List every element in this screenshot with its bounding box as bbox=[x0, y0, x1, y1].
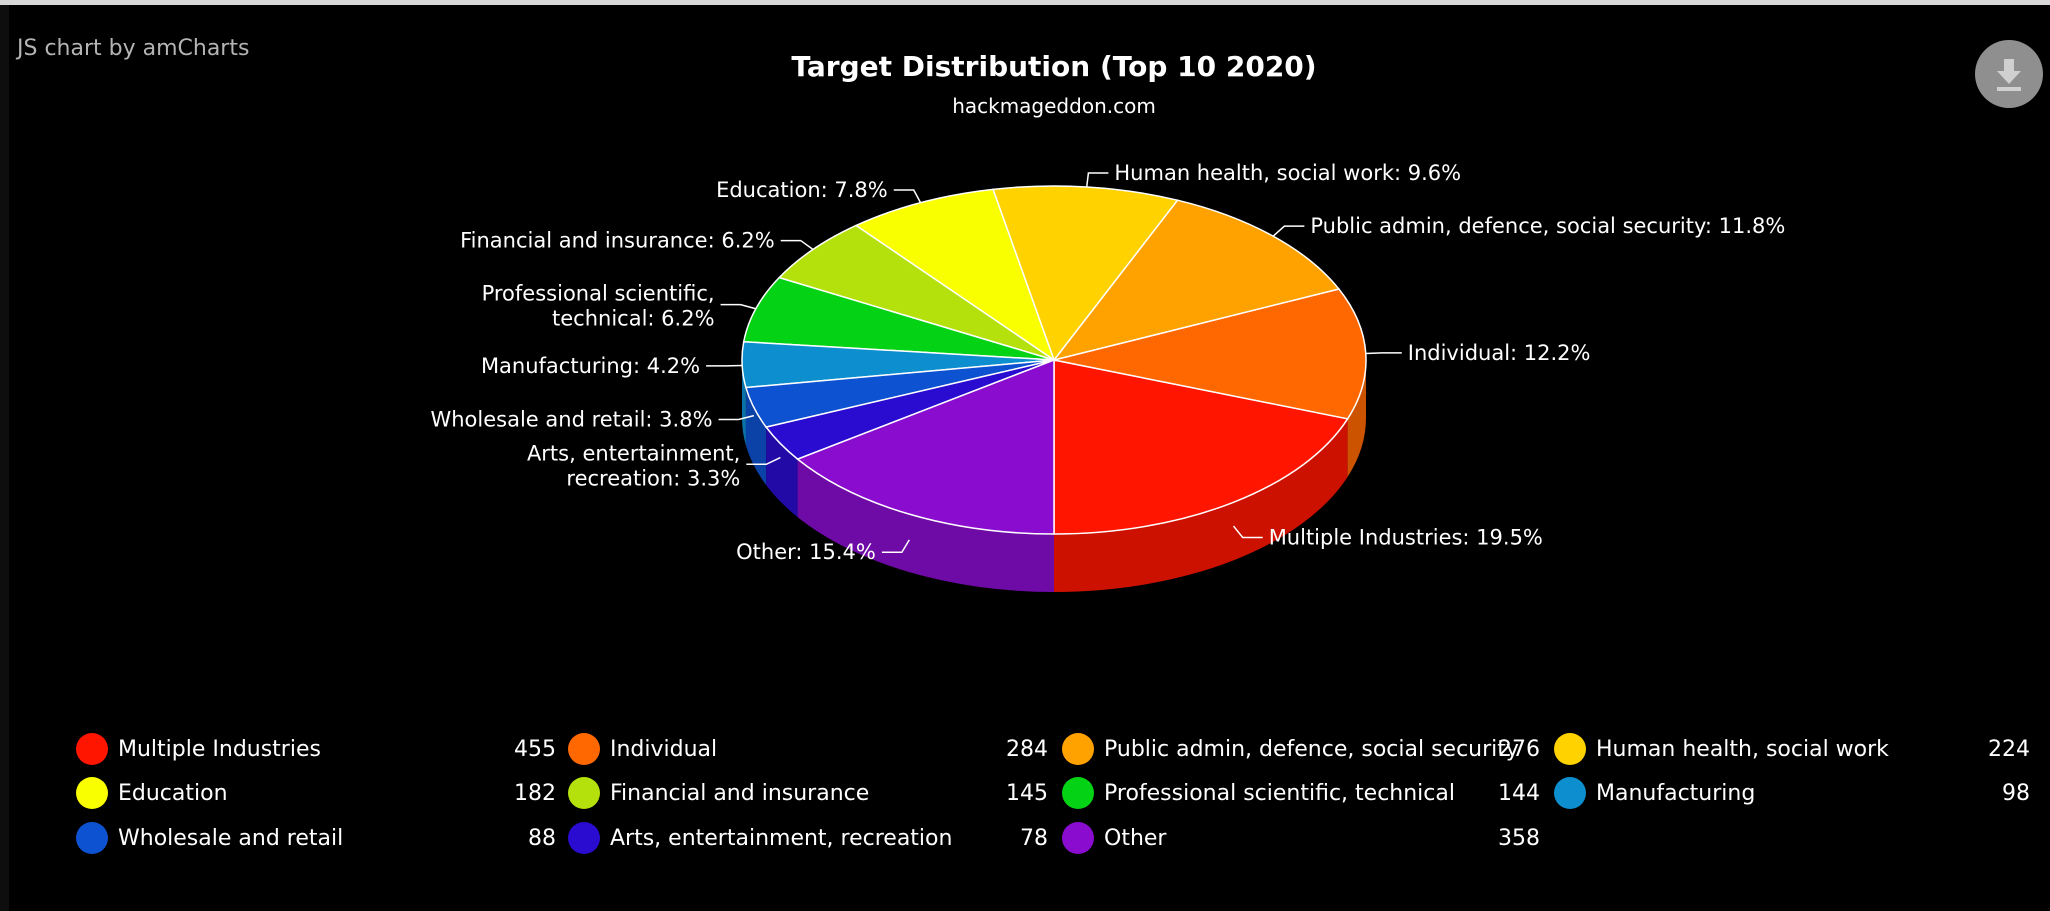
pie-side-7 bbox=[742, 360, 746, 446]
legend-label-3: Human health, social work bbox=[1596, 737, 1889, 762]
legend-item-5[interactable]: Financial and insurance 145 bbox=[568, 777, 1048, 809]
legend-value-4: 182 bbox=[514, 781, 556, 806]
legend-value-8: 88 bbox=[528, 826, 556, 851]
pie-slice-6[interactable] bbox=[742, 276, 1055, 361]
left-frame bbox=[0, 5, 9, 911]
pie-label-line-9 bbox=[746, 456, 781, 466]
legend-swatch-6 bbox=[1062, 777, 1094, 809]
legend-value-7: 98 bbox=[2002, 781, 2030, 806]
pie-slice-10[interactable] bbox=[796, 358, 1055, 535]
legend-value-2: 276 bbox=[1498, 737, 1540, 762]
pie-label-6-line1: Professional scientific, bbox=[482, 282, 715, 306]
pie-label-10: Other: 15.4% bbox=[736, 540, 876, 564]
pie-label-line-10 bbox=[881, 539, 910, 553]
legend-item-0[interactable]: Multiple Industries 455 bbox=[76, 733, 556, 765]
legend-item-8[interactable]: Wholesale and retail 88 bbox=[76, 822, 556, 854]
legend-swatch-9 bbox=[568, 822, 600, 854]
pie-label-6-line2: technical: 6.2% bbox=[552, 307, 715, 331]
pie-side-9 bbox=[766, 427, 798, 518]
pie-label-9-line2: recreation: 3.3% bbox=[566, 466, 740, 490]
legend-label-4: Education bbox=[118, 781, 228, 806]
pie-label-0: Multiple Industries: 19.5% bbox=[1269, 525, 1543, 549]
legend-label-5: Financial and insurance bbox=[610, 781, 870, 806]
pie-depth-group bbox=[742, 360, 1366, 592]
pie-side-0 bbox=[1054, 418, 1348, 592]
legend-swatch-5 bbox=[568, 777, 600, 809]
legend-value-1: 284 bbox=[1006, 737, 1048, 762]
pie-label-5: Financial and insurance: 6.2% bbox=[460, 229, 775, 253]
pie-label-9-line1: Arts, entertainment, bbox=[527, 441, 740, 465]
pie-side-8 bbox=[745, 387, 767, 486]
amcharts-credit[interactable]: JS chart by amCharts bbox=[17, 36, 250, 61]
legend-label-0: Multiple Industries bbox=[118, 737, 321, 762]
pie-label-line-0 bbox=[1232, 525, 1263, 539]
legend-swatch-10 bbox=[1062, 822, 1094, 854]
legend-value-10: 358 bbox=[1498, 826, 1540, 851]
legend-label-9: Arts, entertainment, recreation bbox=[610, 826, 953, 851]
pie-labels-group: Multiple Industries: 19.5% Individual: 12… bbox=[430, 161, 1785, 564]
legend-item-10[interactable]: Other 358 bbox=[1062, 822, 1540, 854]
pie-slices-group bbox=[741, 185, 1367, 535]
legend-swatch-8 bbox=[76, 822, 108, 854]
legend-item-6[interactable]: Professional scientific, technical 144 bbox=[1062, 777, 1540, 809]
legend-label-6: Professional scientific, technical bbox=[1104, 781, 1455, 806]
legend-swatch-7 bbox=[1554, 777, 1586, 809]
chart-subtitle: hackmageddon.com bbox=[952, 94, 1156, 118]
legend-label-10: Other bbox=[1104, 826, 1167, 851]
download-icon bbox=[1997, 59, 2021, 91]
legend-value-6: 144 bbox=[1498, 781, 1540, 806]
pie-label-line-2 bbox=[1272, 225, 1305, 237]
legend-swatch-4 bbox=[76, 777, 108, 809]
pie-label-line-1 bbox=[1365, 352, 1402, 355]
legend-swatch-2 bbox=[1062, 733, 1094, 765]
pie-slice-4[interactable] bbox=[854, 188, 1056, 362]
pie-label-8: Wholesale and retail: 3.8% bbox=[430, 407, 712, 431]
legend-item-4[interactable]: Education 182 bbox=[76, 777, 556, 809]
legend-value-0: 455 bbox=[514, 737, 556, 762]
pie-label-line-3 bbox=[1085, 172, 1109, 188]
legend-label-8: Wholesale and retail bbox=[118, 826, 344, 851]
pie-label-2: Public admin, defence, social security: … bbox=[1310, 214, 1785, 238]
legend-item-1[interactable]: Individual 284 bbox=[568, 733, 1048, 765]
pie-side-1 bbox=[1347, 360, 1366, 477]
legend-item-2[interactable]: Public admin, defence, social security 27… bbox=[1062, 733, 1540, 765]
chart-title: Target Distribution (Top 10 2020) bbox=[791, 50, 1317, 83]
pie-slice-0[interactable] bbox=[1053, 359, 1349, 535]
legend-swatch-1 bbox=[568, 733, 600, 765]
legend-swatch-0 bbox=[76, 733, 108, 765]
pie-label-line-5 bbox=[780, 239, 814, 251]
pie-label-4: Education: 7.8% bbox=[716, 178, 888, 202]
pie-label-1: Individual: 12.2% bbox=[1408, 341, 1591, 365]
download-button[interactable] bbox=[1975, 40, 2043, 108]
legend-value-9: 78 bbox=[1020, 826, 1048, 851]
top-border bbox=[0, 0, 2050, 5]
pie-side-10 bbox=[797, 459, 1054, 592]
legend-item-7[interactable]: Manufacturing 98 bbox=[1554, 777, 2030, 809]
legend-label-2: Public admin, defence, social security bbox=[1104, 737, 1519, 762]
pie-label-7: Manufacturing: 4.2% bbox=[481, 354, 700, 378]
legend-label-7: Manufacturing bbox=[1596, 781, 1756, 806]
legend-item-3[interactable]: Human health, social work 224 bbox=[1554, 733, 2030, 765]
pie-label-3: Human health, social work: 9.6% bbox=[1114, 161, 1461, 185]
legend-item-9[interactable]: Arts, entertainment, recreation 78 bbox=[568, 822, 1048, 854]
legend-value-3: 224 bbox=[1988, 737, 2030, 762]
pie-label-line-6 bbox=[720, 303, 757, 310]
legend-label-1: Individual bbox=[610, 737, 718, 762]
pie-slice-1[interactable] bbox=[1053, 288, 1367, 420]
legend-swatch-3 bbox=[1554, 733, 1586, 765]
pie-slice-2[interactable] bbox=[1052, 199, 1341, 362]
pie-label-line-8 bbox=[718, 414, 755, 421]
pie-slice-5[interactable] bbox=[777, 224, 1055, 361]
legend-value-5: 145 bbox=[1006, 781, 1048, 806]
pie-label-line-4 bbox=[893, 189, 922, 204]
